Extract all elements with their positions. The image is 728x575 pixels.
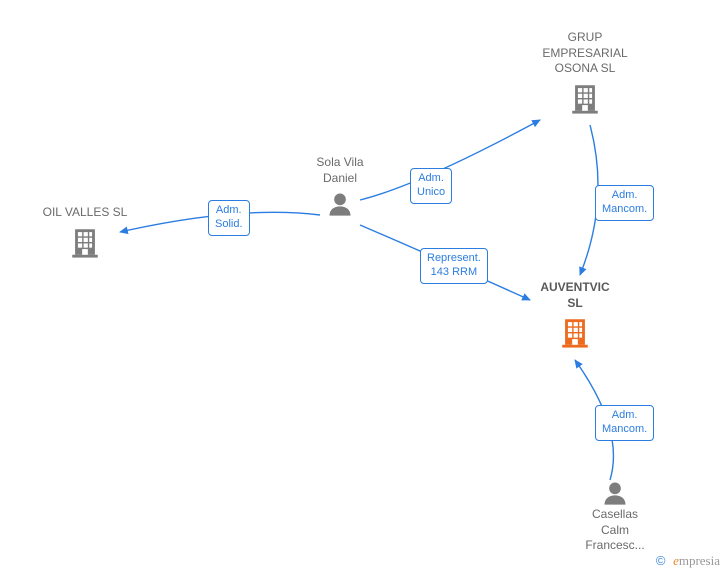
edge-label-adm-mancom-2: Adm. Mancom.: [595, 405, 654, 441]
watermark: © empresia: [656, 553, 720, 569]
node-auventvic[interactable]: AUVENTVIC SL: [530, 280, 620, 349]
person-icon: [300, 190, 380, 218]
node-label: OSONA SL: [530, 61, 640, 77]
diagram-canvas: GRUP EMPRESARIAL OSONA SL Sola Vila Dani…: [0, 0, 728, 575]
edge-label-adm-mancom-1: Adm. Mancom.: [595, 185, 654, 221]
node-label: Daniel: [300, 171, 380, 187]
node-label: SL: [530, 296, 620, 312]
node-label: GRUP: [530, 30, 640, 46]
edge-label-adm-unico: Adm. Unico: [410, 168, 452, 204]
edge-label-represent: Represent. 143 RRM: [420, 248, 488, 284]
building-icon: [30, 225, 140, 259]
node-casellas[interactable]: Casellas Calm Francesc...: [570, 475, 660, 554]
building-icon: [530, 315, 620, 349]
node-grup-empresarial[interactable]: GRUP EMPRESARIAL OSONA SL: [530, 30, 640, 115]
node-sola-vila[interactable]: Sola Vila Daniel: [300, 155, 380, 218]
node-label: Casellas: [570, 507, 660, 523]
person-icon: [570, 479, 660, 507]
node-label: Sola Vila: [300, 155, 380, 171]
node-label: Francesc...: [570, 538, 660, 554]
node-label: Calm: [570, 523, 660, 539]
building-icon: [530, 81, 640, 115]
copyright-icon: ©: [656, 553, 666, 568]
node-oil-valles[interactable]: OIL VALLES SL: [30, 205, 140, 259]
edge-label-adm-solid: Adm. Solid.: [208, 200, 250, 236]
node-label: EMPRESARIAL: [530, 46, 640, 62]
node-label: OIL VALLES SL: [30, 205, 140, 221]
node-label: AUVENTVIC: [530, 280, 620, 296]
